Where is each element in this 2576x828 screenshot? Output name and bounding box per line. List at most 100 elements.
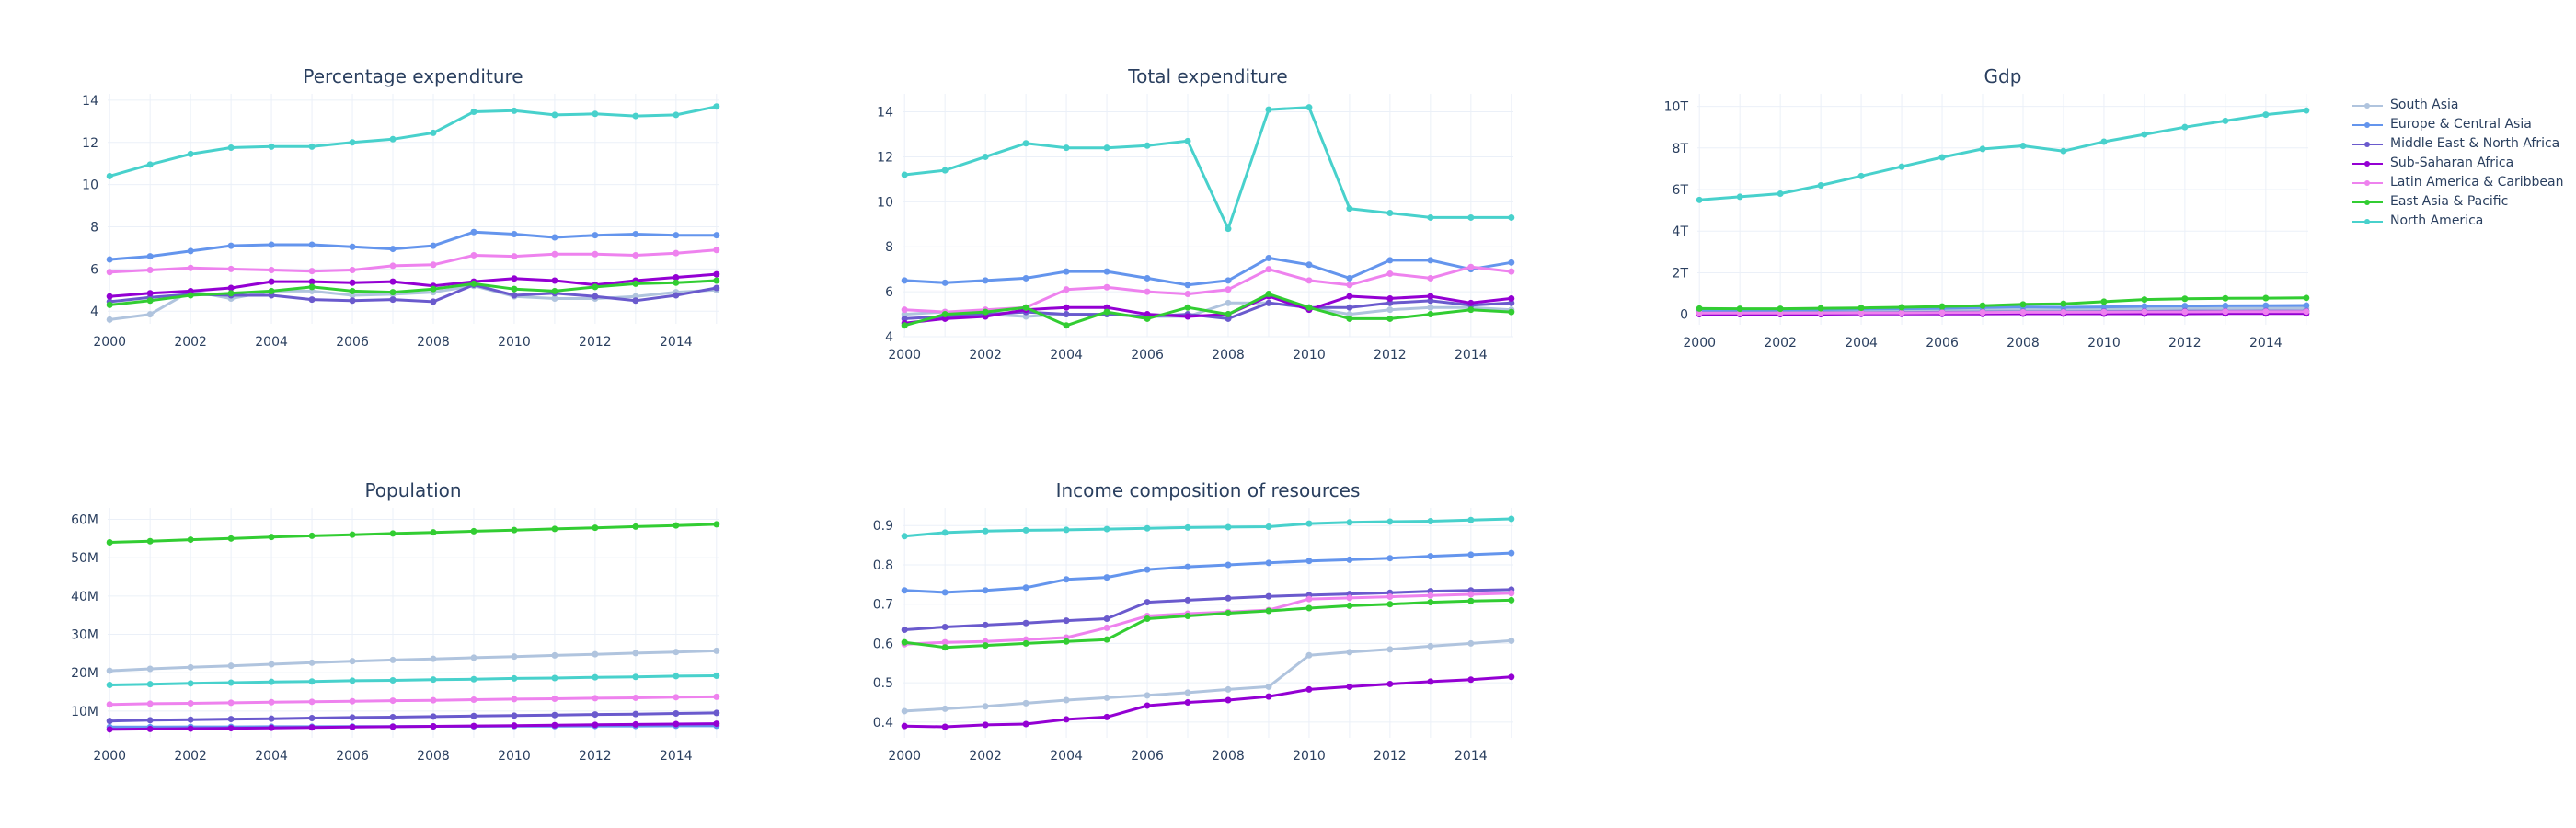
data-point[interactable] <box>1427 518 1434 525</box>
data-point[interactable] <box>1265 693 1272 700</box>
data-point[interactable] <box>1265 106 1272 113</box>
data-point[interactable] <box>2262 302 2270 309</box>
data-point[interactable] <box>1103 624 1110 631</box>
data-point[interactable] <box>389 289 397 296</box>
data-point[interactable] <box>673 111 680 119</box>
data-point[interactable] <box>349 139 356 146</box>
data-point[interactable] <box>389 296 397 304</box>
data-point[interactable] <box>1427 311 1434 318</box>
data-point[interactable] <box>1144 142 1151 149</box>
data-point[interactable] <box>187 264 194 271</box>
data-point[interactable] <box>2181 295 2189 303</box>
data-point[interactable] <box>187 292 194 299</box>
data-point[interactable] <box>2141 303 2148 310</box>
data-point[interactable] <box>1063 144 1070 152</box>
data-point[interactable] <box>511 696 518 703</box>
data-point[interactable] <box>551 250 558 258</box>
data-point[interactable] <box>1696 196 1703 203</box>
data-point[interactable] <box>1508 596 1515 604</box>
data-point[interactable] <box>713 232 720 239</box>
data-point[interactable] <box>470 108 477 115</box>
data-point[interactable] <box>551 674 558 682</box>
data-point[interactable] <box>941 723 949 730</box>
data-point[interactable] <box>1898 163 1905 170</box>
data-point[interactable] <box>713 647 720 654</box>
data-point[interactable] <box>1144 566 1151 573</box>
data-point[interactable] <box>430 676 437 684</box>
data-point[interactable] <box>1508 673 1515 681</box>
data-point[interactable] <box>187 725 194 732</box>
data-point[interactable] <box>470 228 477 236</box>
data-point[interactable] <box>941 315 949 322</box>
data-point[interactable] <box>1265 299 1272 306</box>
data-point[interactable] <box>349 297 356 305</box>
data-point[interactable] <box>713 720 720 728</box>
data-point[interactable] <box>430 696 437 704</box>
data-point[interactable] <box>1817 305 1824 312</box>
data-point[interactable] <box>1467 676 1475 684</box>
data-point[interactable] <box>268 143 275 150</box>
data-point[interactable] <box>592 711 599 719</box>
data-point[interactable] <box>2100 304 2108 311</box>
data-point[interactable] <box>941 167 949 174</box>
data-point[interactable] <box>1508 549 1515 557</box>
data-point[interactable] <box>1184 304 1191 311</box>
data-point[interactable] <box>1467 306 1475 314</box>
data-point[interactable] <box>187 716 194 723</box>
data-point[interactable] <box>146 681 154 688</box>
data-point[interactable] <box>511 253 518 260</box>
data-point[interactable] <box>470 696 477 704</box>
data-point[interactable] <box>632 720 639 728</box>
data-point[interactable] <box>551 711 558 719</box>
data-point[interactable] <box>1063 526 1070 534</box>
data-point[interactable] <box>1346 594 1353 602</box>
data-point[interactable] <box>146 717 154 724</box>
data-point[interactable] <box>1508 213 1515 221</box>
data-point[interactable] <box>2181 123 2189 131</box>
data-point[interactable] <box>1386 315 1394 322</box>
data-point[interactable] <box>308 143 316 150</box>
data-point[interactable] <box>227 290 235 297</box>
data-point[interactable] <box>1184 282 1191 289</box>
data-point[interactable] <box>1305 304 1313 311</box>
data-point[interactable] <box>1427 297 1434 305</box>
data-point[interactable] <box>470 527 477 535</box>
legend-item-latin-america-caribbean[interactable]: Latin America & Caribbean <box>2352 173 2572 192</box>
data-point[interactable] <box>713 709 720 717</box>
data-point[interactable] <box>511 231 518 238</box>
data-point[interactable] <box>2100 138 2108 145</box>
data-point[interactable] <box>901 587 908 594</box>
data-point[interactable] <box>430 242 437 249</box>
data-point[interactable] <box>1696 305 1703 312</box>
data-point[interactable] <box>227 725 235 732</box>
data-point[interactable] <box>1063 322 1070 329</box>
data-point[interactable] <box>1467 299 1475 306</box>
data-point[interactable] <box>1305 558 1313 565</box>
data-point[interactable] <box>2019 308 2027 316</box>
data-point[interactable] <box>982 642 989 650</box>
data-point[interactable] <box>2303 302 2310 309</box>
data-point[interactable] <box>430 723 437 730</box>
data-point[interactable] <box>592 524 599 532</box>
data-point[interactable] <box>349 243 356 250</box>
data-point[interactable] <box>941 638 949 646</box>
data-point[interactable] <box>227 144 235 151</box>
data-point[interactable] <box>941 529 949 536</box>
data-point[interactable] <box>632 251 639 259</box>
data-point[interactable] <box>349 531 356 538</box>
data-point[interactable] <box>187 700 194 707</box>
data-point[interactable] <box>1979 145 1986 153</box>
data-point[interactable] <box>2262 294 2270 302</box>
data-point[interactable] <box>632 710 639 718</box>
data-point[interactable] <box>1063 617 1070 625</box>
data-point[interactable] <box>673 274 680 282</box>
data-point[interactable] <box>1103 694 1110 701</box>
data-point[interactable] <box>268 278 275 285</box>
data-point[interactable] <box>1857 309 1865 316</box>
data-point[interactable] <box>1022 619 1029 627</box>
data-point[interactable] <box>673 249 680 257</box>
data-point[interactable] <box>982 703 989 710</box>
data-point[interactable] <box>308 241 316 248</box>
data-point[interactable] <box>227 662 235 670</box>
legend-item-south-asia[interactable]: South Asia <box>2352 96 2572 115</box>
